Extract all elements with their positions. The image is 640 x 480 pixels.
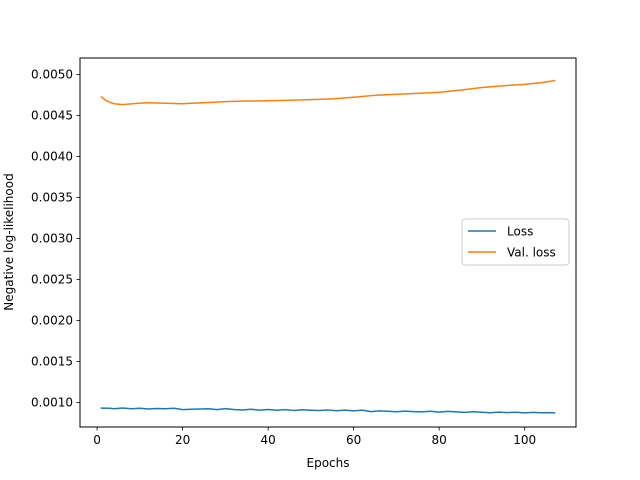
y-tick-label: 0.0035 — [31, 191, 73, 205]
y-tick-label: 0.0040 — [31, 150, 73, 164]
y-tick-label: 0.0020 — [31, 314, 73, 328]
y-tick-label: 0.0030 — [31, 232, 73, 246]
x-tick-label: 20 — [175, 433, 190, 447]
x-tick-label: 0 — [93, 433, 101, 447]
legend-label-val-loss: Val. loss — [507, 246, 556, 260]
y-tick-label: 0.0050 — [31, 68, 73, 82]
x-tick-label: 40 — [260, 433, 275, 447]
legend: Loss Val. loss — [461, 218, 570, 266]
x-tick-label: 100 — [513, 433, 536, 447]
x-axis-title: Epochs — [307, 456, 350, 470]
series-line-loss — [100, 407, 556, 414]
x-axis-ticks: 0 20 40 60 80 100 — [93, 427, 536, 447]
y-tick-label: 0.0015 — [31, 355, 73, 369]
legend-label-loss: Loss — [507, 225, 533, 239]
series-line-val-loss — [100, 79, 556, 106]
series-layer — [100, 79, 556, 414]
x-tick-label: 80 — [432, 433, 447, 447]
axes — [79, 57, 577, 428]
x-tick-label: 60 — [346, 433, 361, 447]
y-axis-title: Negative log-likelihood — [2, 173, 16, 310]
axes-frame — [79, 57, 577, 428]
y-tick-label: 0.0010 — [31, 396, 73, 410]
y-axis-ticks: 0.0010 0.0015 0.0020 0.0025 0.0030 0.0035 0.00… — [31, 68, 80, 410]
y-tick-label: 0.0045 — [31, 109, 73, 123]
y-tick-label: 0.0025 — [31, 273, 73, 287]
